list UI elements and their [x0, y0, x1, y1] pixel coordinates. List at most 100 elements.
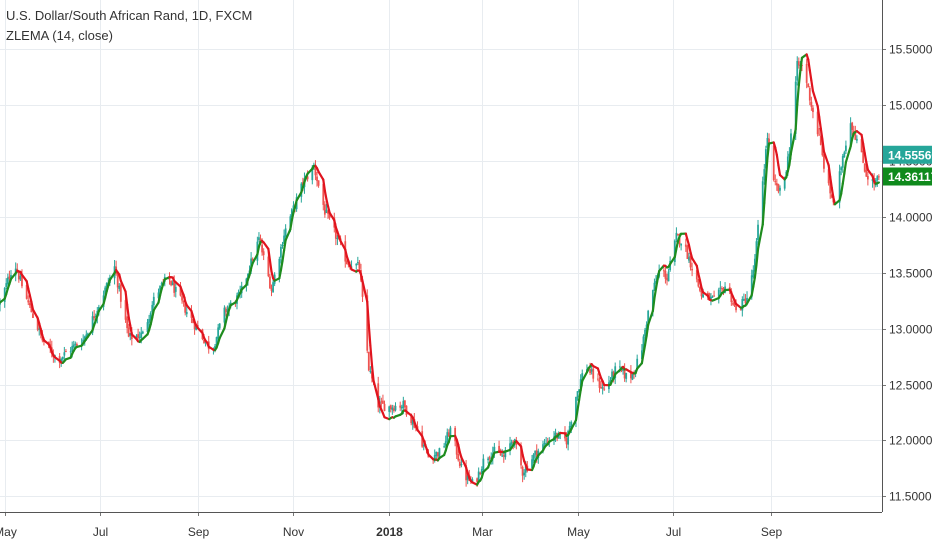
x-tick-label: Mar: [472, 525, 493, 539]
zlema-segment: [270, 260, 272, 271]
candle-body: [685, 245, 687, 247]
zlema-segment: [866, 162, 868, 170]
candle-body: [577, 391, 579, 397]
candle-body: [117, 274, 119, 287]
zlema-segment: [700, 280, 702, 287]
zlema-segment: [753, 277, 755, 286]
candle-body: [18, 273, 20, 280]
candle-body: [380, 401, 382, 402]
candle-body: [688, 257, 690, 260]
candle-body: [591, 369, 593, 371]
candle-body: [369, 371, 371, 372]
zlema-segment: [877, 182, 879, 183]
zlema-segment: [822, 139, 824, 151]
zlema-segment: [818, 106, 820, 117]
candle-body: [285, 228, 287, 236]
candle-body: [665, 271, 667, 279]
candle-body: [357, 262, 359, 263]
y-tick-label: 13.00000: [889, 323, 932, 337]
zlema-segment: [367, 302, 369, 325]
candle-body: [126, 318, 128, 328]
candle-body: [809, 88, 811, 100]
candle-body: [32, 313, 34, 318]
zlema-segment: [775, 148, 777, 155]
candle-body: [603, 389, 605, 390]
zlema-segment: [378, 399, 380, 406]
zlema-segment: [658, 271, 660, 279]
candle-body: [774, 181, 776, 182]
legend: U.S. Dollar/South African Rand, 1D, FXCM…: [6, 6, 252, 46]
candle-body: [62, 357, 64, 360]
candle-body: [478, 472, 480, 481]
candle-body: [624, 369, 626, 378]
y-tick-label: 12.50000: [889, 379, 932, 393]
zlema-segment: [808, 60, 810, 71]
zlema-segment: [692, 258, 697, 266]
zlema-segment: [581, 381, 583, 390]
y-tick-label: 12.00000: [889, 434, 932, 448]
zlema-segment: [764, 180, 766, 203]
candle-body: [876, 176, 878, 180]
candle-body: [721, 288, 723, 289]
candle-body: [625, 373, 627, 379]
candle-body: [186, 312, 188, 314]
candle-body: [324, 204, 326, 214]
zlema-segment: [370, 346, 372, 365]
candle-body: [589, 369, 591, 373]
zlema-segment: [676, 241, 678, 249]
zlema-segment: [653, 298, 655, 311]
zlema-segment: [576, 410, 578, 420]
candle-body: [735, 306, 737, 310]
candle-body: [534, 451, 536, 455]
x-tick-label: Sep: [761, 525, 783, 539]
candle-body: [391, 408, 393, 411]
candle-body: [493, 447, 495, 452]
zlema-segment: [281, 261, 283, 270]
candle-body: [399, 406, 401, 408]
zlema-segment: [675, 249, 677, 257]
candle-body: [500, 453, 502, 456]
candle-body: [511, 442, 513, 444]
candle-body: [225, 309, 227, 312]
candle-body: [337, 238, 339, 239]
candle-body: [867, 176, 869, 179]
zlema-segment: [863, 144, 865, 153]
candle-body: [503, 455, 505, 456]
x-tick-label: Jul: [666, 525, 681, 539]
candle-body: [74, 344, 76, 345]
zlema-segment: [458, 445, 460, 452]
zlema-segment: [821, 128, 823, 139]
candle-body: [76, 344, 78, 346]
zlema-segment: [282, 250, 284, 261]
candle-body: [566, 438, 568, 444]
candle-body: [599, 380, 601, 388]
zlema-segment: [689, 245, 691, 252]
candle-body: [175, 287, 177, 292]
zlema-segment: [832, 188, 834, 198]
zlema-segment: [292, 213, 294, 220]
candle-body: [148, 319, 150, 323]
candle-body: [269, 277, 271, 289]
candle-body: [63, 352, 65, 355]
candles[interactable]: [0, 56, 880, 487]
x-tick-label: 2018: [376, 525, 403, 539]
candle-body: [864, 164, 866, 172]
zlema-segment: [766, 158, 768, 180]
candle-body: [128, 328, 130, 337]
candle-body: [752, 270, 754, 277]
zlema-segment: [799, 70, 801, 85]
axes: 11.5000012.0000012.5000013.0000013.50000…: [0, 0, 932, 539]
candle-body: [798, 61, 800, 65]
candle-body: [439, 448, 441, 457]
candle-body: [489, 457, 491, 458]
candle-body: [668, 272, 670, 282]
candle-body: [523, 473, 525, 476]
zlema-segment: [862, 135, 864, 144]
zlema-segment: [579, 390, 581, 400]
candle-body: [272, 282, 274, 292]
candle-body: [280, 247, 282, 258]
candle-body: [382, 401, 384, 404]
zlema-segment: [127, 305, 129, 318]
